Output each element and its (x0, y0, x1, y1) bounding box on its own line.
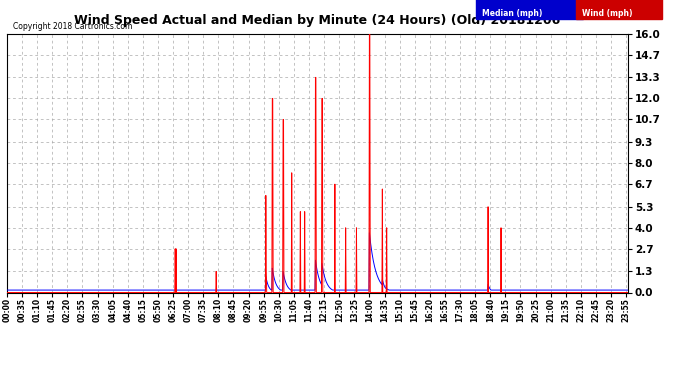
Text: Median (mph): Median (mph) (482, 9, 542, 18)
Text: Copyright 2018 Cartronics.com: Copyright 2018 Cartronics.com (13, 22, 132, 31)
Title: Wind Speed Actual and Median by Minute (24 Hours) (Old) 20181206: Wind Speed Actual and Median by Minute (… (75, 14, 560, 27)
Text: Wind (mph): Wind (mph) (582, 9, 632, 18)
